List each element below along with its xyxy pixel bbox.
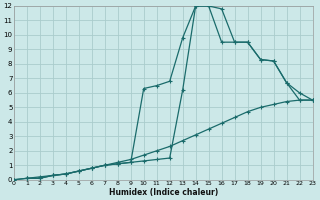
X-axis label: Humidex (Indice chaleur): Humidex (Indice chaleur) xyxy=(108,188,218,197)
